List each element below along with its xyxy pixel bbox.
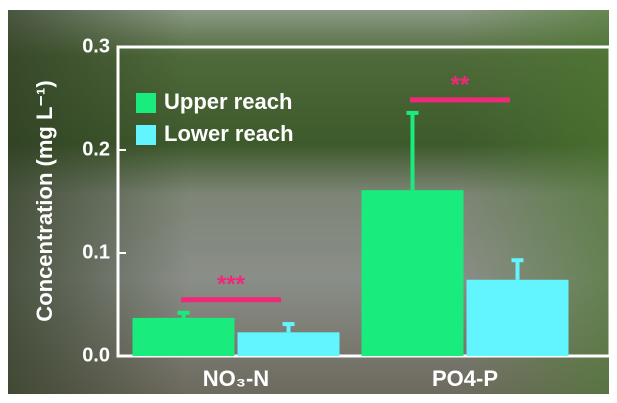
legend-swatch: [136, 93, 156, 113]
y-tick-label: 0.1: [82, 241, 110, 263]
legend-swatch: [136, 125, 156, 145]
significance-label: ***: [217, 271, 246, 298]
page: {"chart_data": {"type": "bar", "y_label"…: [0, 0, 617, 403]
x-tick-label: NO₃-N: [203, 366, 269, 391]
y-tick-label: 0.3: [82, 35, 110, 57]
bar: [467, 280, 569, 356]
y-tick-label: 0.0: [82, 344, 110, 366]
y-tick-label: 0.2: [82, 138, 110, 160]
legend-label: Lower reach: [164, 121, 294, 146]
legend-label: Upper reach: [164, 89, 292, 114]
x-tick-label: PO4-P: [432, 366, 498, 391]
y-axis-label: Concentration (mg L⁻¹): [32, 80, 57, 321]
bar: [238, 332, 340, 356]
bar: [362, 190, 464, 356]
chart: Concentration (mg L⁻¹) 0.0 0.1 0.2 0.3 NO₃-N…: [0, 0, 617, 403]
significance-label: **: [451, 71, 470, 98]
bar: [133, 318, 235, 356]
